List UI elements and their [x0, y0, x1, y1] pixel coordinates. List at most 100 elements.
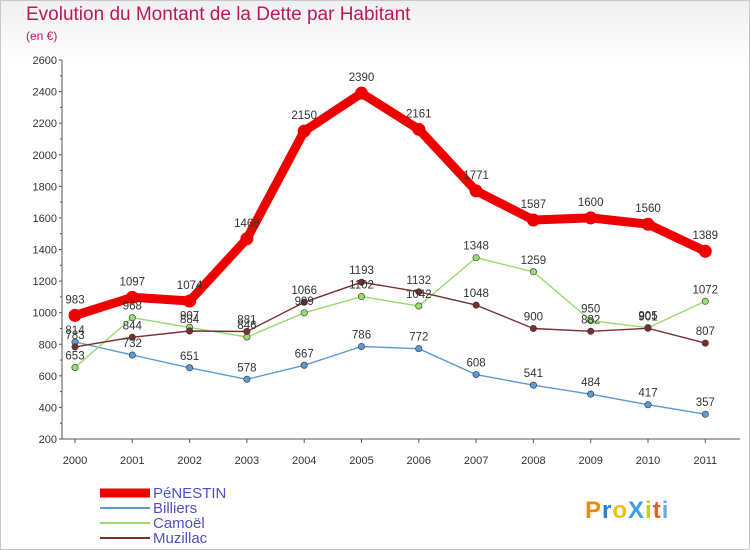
x-tick-label: 2005	[349, 455, 373, 467]
data-point	[529, 268, 537, 276]
legend-label: Muzillac	[153, 530, 208, 547]
data-point	[183, 294, 197, 308]
y-tick-label: 1000	[33, 308, 57, 320]
data-label: 357	[696, 397, 715, 409]
series-layer	[68, 86, 712, 418]
data-label: 772	[409, 332, 428, 344]
data-label: 907	[180, 310, 199, 322]
data-point	[186, 327, 194, 335]
data-point	[701, 339, 709, 347]
series-line	[74, 281, 706, 348]
data-point	[472, 254, 480, 262]
x-tick-label: 2009	[578, 455, 602, 467]
proxiti-logo: ProXiti	[585, 497, 669, 524]
data-point	[357, 342, 365, 350]
data-label: 1102	[349, 280, 374, 292]
data-label: 1097	[120, 276, 146, 288]
y-tick-label: 2200	[33, 118, 57, 130]
data-point	[300, 309, 308, 317]
y-tick-label: 2600	[33, 55, 57, 67]
series-billiers	[71, 338, 709, 418]
data-label: 1072	[693, 284, 719, 296]
data-point	[529, 381, 537, 389]
data-point	[526, 213, 540, 227]
data-label: 844	[123, 320, 143, 332]
data-point	[587, 327, 595, 335]
series-muzillac	[71, 278, 709, 351]
data-point	[698, 244, 712, 258]
data-label: 541	[524, 368, 543, 380]
series-camoël	[71, 254, 709, 371]
data-label: 783	[65, 330, 84, 342]
data-point	[186, 364, 194, 372]
y-tick-label: 1200	[33, 276, 57, 288]
series-line	[74, 257, 706, 369]
data-label: 814	[65, 325, 85, 337]
y-tick-label: 1400	[33, 245, 57, 257]
data-label: 901	[638, 311, 657, 323]
legend-label: Billiers	[153, 500, 197, 517]
data-label: 417	[638, 388, 657, 400]
data-labels: 814 732 651 578 667 786 772 608 541 484 417 357 653 9…	[65, 72, 718, 409]
data-point	[300, 361, 308, 369]
data-label: 1600	[578, 197, 604, 209]
data-point	[469, 184, 483, 198]
data-label: 881	[237, 314, 256, 326]
data-point	[125, 290, 139, 304]
data-point	[128, 351, 136, 359]
data-label: 1132	[406, 275, 431, 287]
data-label: 2150	[291, 110, 317, 122]
data-label: 732	[123, 338, 142, 350]
data-point	[128, 333, 136, 341]
y-tick-label: 1800	[33, 181, 57, 193]
x-tick-label: 2002	[177, 455, 201, 467]
data-point	[701, 297, 709, 305]
data-label: 846	[237, 320, 256, 332]
data-label: 578	[237, 362, 256, 374]
data-point	[644, 324, 652, 332]
y-tick-label: 400	[39, 402, 57, 414]
data-label: 950	[581, 304, 600, 316]
x-tick-label: 2006	[407, 455, 431, 467]
data-point	[297, 124, 311, 138]
data-label: 905	[638, 311, 657, 323]
y-tick-label: 600	[39, 371, 57, 383]
data-label: 1066	[291, 285, 317, 297]
data-label: 1771	[463, 170, 489, 182]
data-label: 1348	[463, 241, 489, 253]
data-point	[415, 345, 423, 353]
proxiti-logo-text: ProXiti	[585, 497, 669, 524]
data-point	[243, 327, 251, 335]
data-point	[701, 410, 709, 418]
data-point	[71, 363, 79, 371]
data-label: 1048	[463, 288, 489, 300]
data-label: 1560	[635, 203, 661, 215]
axes: 200 400 600 800 1000 1200 1400 1600 1800 2000 2200…	[33, 55, 740, 467]
data-label: 999	[295, 296, 314, 308]
series-line	[70, 88, 710, 320]
data-label: 2161	[406, 108, 432, 120]
data-point	[641, 217, 655, 231]
x-tick-label: 2008	[521, 455, 545, 467]
x-tick-label: 2000	[63, 455, 87, 467]
data-point	[412, 122, 426, 136]
x-tick-label: 2001	[120, 455, 144, 467]
data-label: 900	[524, 311, 543, 323]
x-tick-label: 2003	[235, 455, 259, 467]
data-point	[128, 314, 136, 322]
data-label: 1468	[234, 218, 260, 230]
legend-label: Camoël	[153, 515, 205, 532]
data-point	[415, 288, 423, 296]
data-label: 608	[467, 358, 486, 370]
y-tick-label: 2400	[33, 87, 57, 99]
data-point	[68, 308, 82, 322]
y-tick-label: 200	[39, 434, 57, 446]
y-tick-label: 1600	[33, 213, 57, 225]
data-label: 1042	[406, 289, 432, 301]
data-point	[357, 293, 365, 301]
series-pénestin	[68, 86, 712, 322]
data-label: 651	[180, 351, 199, 363]
